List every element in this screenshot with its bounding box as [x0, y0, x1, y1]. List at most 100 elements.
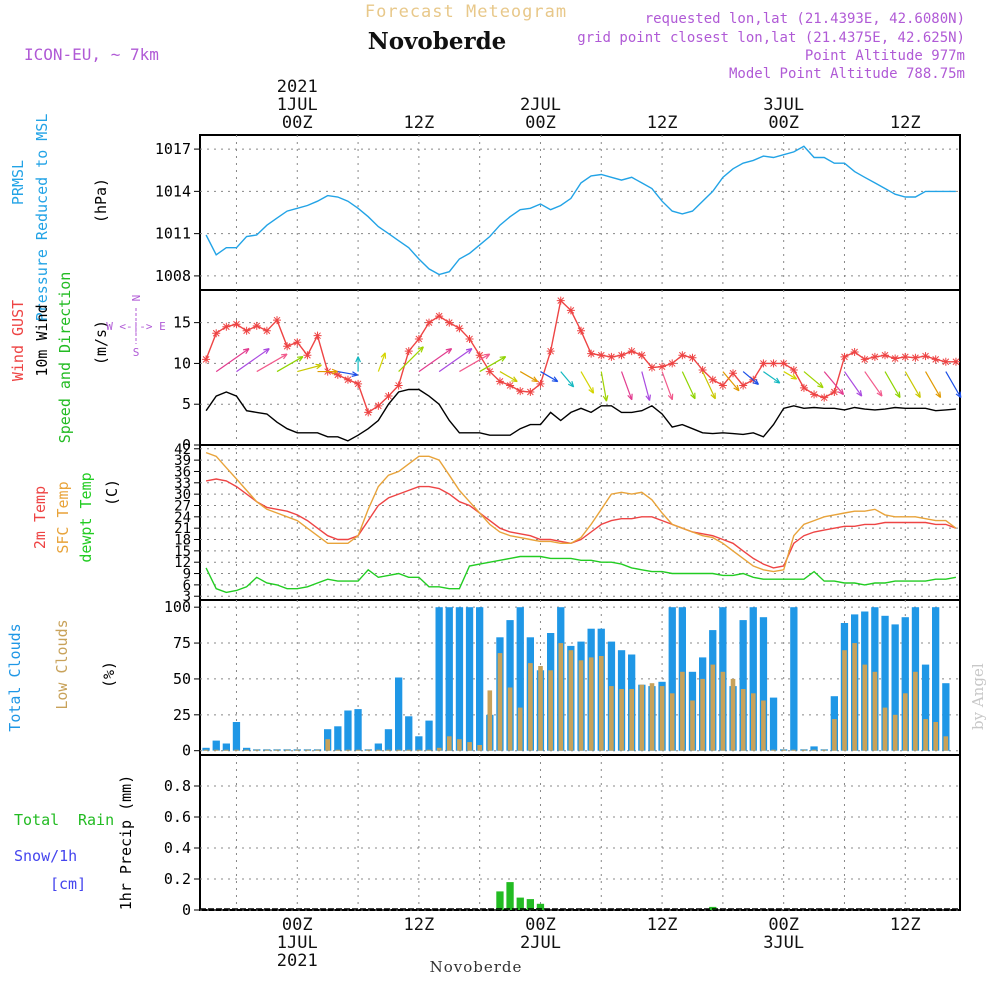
bar-total-clouds	[212, 740, 220, 751]
y-tick-label: 1014	[155, 182, 191, 200]
bar-total-clouds	[243, 747, 251, 751]
bar-low-clouds	[659, 686, 665, 751]
wind-barb-head	[351, 371, 358, 377]
wind-barb	[418, 348, 452, 373]
wind-barb	[742, 371, 759, 385]
time-label: 00Z	[282, 915, 313, 935]
bar-total-clouds	[334, 726, 342, 751]
dewpoint-label: dewpt Temp	[77, 472, 95, 562]
gust-marker	[779, 359, 788, 368]
wind-barb-head	[499, 355, 507, 362]
bar-total-clouds	[435, 607, 443, 751]
bar-low-clouds	[284, 749, 290, 751]
bar-low-clouds	[882, 707, 888, 751]
bar-low-clouds	[720, 671, 726, 751]
gust-marker	[303, 351, 312, 360]
gust-marker	[688, 353, 697, 362]
bar-low-clouds	[396, 749, 401, 751]
gust-marker	[951, 357, 960, 366]
y-tick-label: 0	[182, 436, 191, 454]
bar-low-clouds	[751, 693, 756, 751]
bar-low-clouds	[406, 749, 412, 751]
y-tick-label: 21	[174, 521, 191, 537]
bar-total-clouds	[344, 710, 352, 751]
bar-total-clouds	[374, 743, 382, 751]
gust-marker	[485, 367, 494, 376]
gust-marker	[718, 381, 727, 390]
wind-barb-head	[602, 395, 609, 402]
bar-total-clouds	[465, 607, 474, 751]
wind-barb-head	[645, 394, 651, 401]
wind-barb-head	[588, 387, 595, 394]
bar-total-clouds	[202, 747, 210, 751]
time-label: 2021	[277, 77, 318, 97]
gust-marker	[891, 354, 900, 363]
bar-total-clouds	[749, 607, 757, 751]
gust-marker	[830, 387, 839, 396]
wind-barb	[722, 371, 740, 392]
gust-marker	[556, 296, 565, 305]
time-label: 12Z	[404, 113, 435, 133]
y-tick-label: 0	[182, 901, 191, 919]
gust-marker	[435, 312, 444, 321]
y-tick-label: 15	[174, 544, 191, 560]
time-label: 3JUL	[763, 95, 804, 115]
bar-low-clouds	[315, 749, 320, 751]
gust-marker	[921, 352, 930, 361]
y-tick-label: 3	[183, 589, 191, 605]
gust-marker	[739, 381, 748, 390]
total-clouds-label: Total Clouds	[6, 623, 24, 731]
bar-total-clouds	[232, 722, 241, 751]
bar-total-clouds	[810, 746, 818, 751]
series-line-10m-wind	[205, 388, 956, 442]
wind-barb-head	[667, 393, 674, 401]
bar-low-clouds	[528, 663, 533, 751]
point-altitude: Point Altitude 977m	[805, 48, 965, 64]
bar-low-clouds	[892, 714, 898, 751]
wind-barb-head	[894, 391, 901, 399]
bar-low-clouds	[365, 749, 371, 751]
wind-barb-head	[551, 376, 559, 383]
bar-low-clouds	[497, 653, 503, 751]
y-tick-label: 100	[164, 598, 191, 616]
wind-barb	[297, 364, 322, 373]
gust-marker	[729, 369, 738, 378]
wind-barb-head	[531, 376, 539, 383]
wind-barb	[783, 371, 797, 380]
gust-marker	[414, 334, 423, 343]
bar-total-clouds	[415, 736, 423, 751]
bar-low-clouds	[710, 664, 716, 751]
gust-marker	[283, 342, 292, 351]
bar-low-clouds	[730, 678, 736, 751]
gust-marker	[911, 353, 920, 362]
gust-marker	[394, 381, 403, 390]
y-tick-label: 5	[182, 395, 191, 413]
bar-low-clouds	[213, 749, 219, 751]
bar-low-clouds	[538, 666, 543, 751]
wind-barb	[843, 371, 863, 397]
wind-barb	[823, 371, 844, 395]
time-label: 3JUL	[763, 933, 804, 953]
y-tick-label: 6	[183, 578, 191, 594]
bar-low-clouds	[305, 749, 310, 751]
y-tick-label: 9	[183, 567, 191, 583]
gust-marker	[252, 321, 261, 330]
bar-total-clouds	[425, 720, 433, 751]
gust-marker	[850, 348, 859, 356]
gust-marker	[799, 383, 808, 392]
time-label: 00Z	[525, 113, 556, 133]
bar-low-clouds	[801, 749, 807, 751]
wind-barb-head	[281, 353, 288, 360]
wind-barb-head	[627, 393, 633, 401]
watermark: by Angel	[969, 663, 987, 730]
wind-barb-head	[355, 356, 361, 363]
wind-barb-head	[837, 388, 845, 396]
bar-total-clouds	[506, 620, 514, 751]
bar-low-clouds	[669, 693, 675, 751]
y-tick-label: 33	[174, 476, 191, 492]
wind-barb	[560, 371, 575, 388]
bar-low-clouds	[558, 643, 564, 751]
wind-barb-head	[567, 380, 575, 388]
